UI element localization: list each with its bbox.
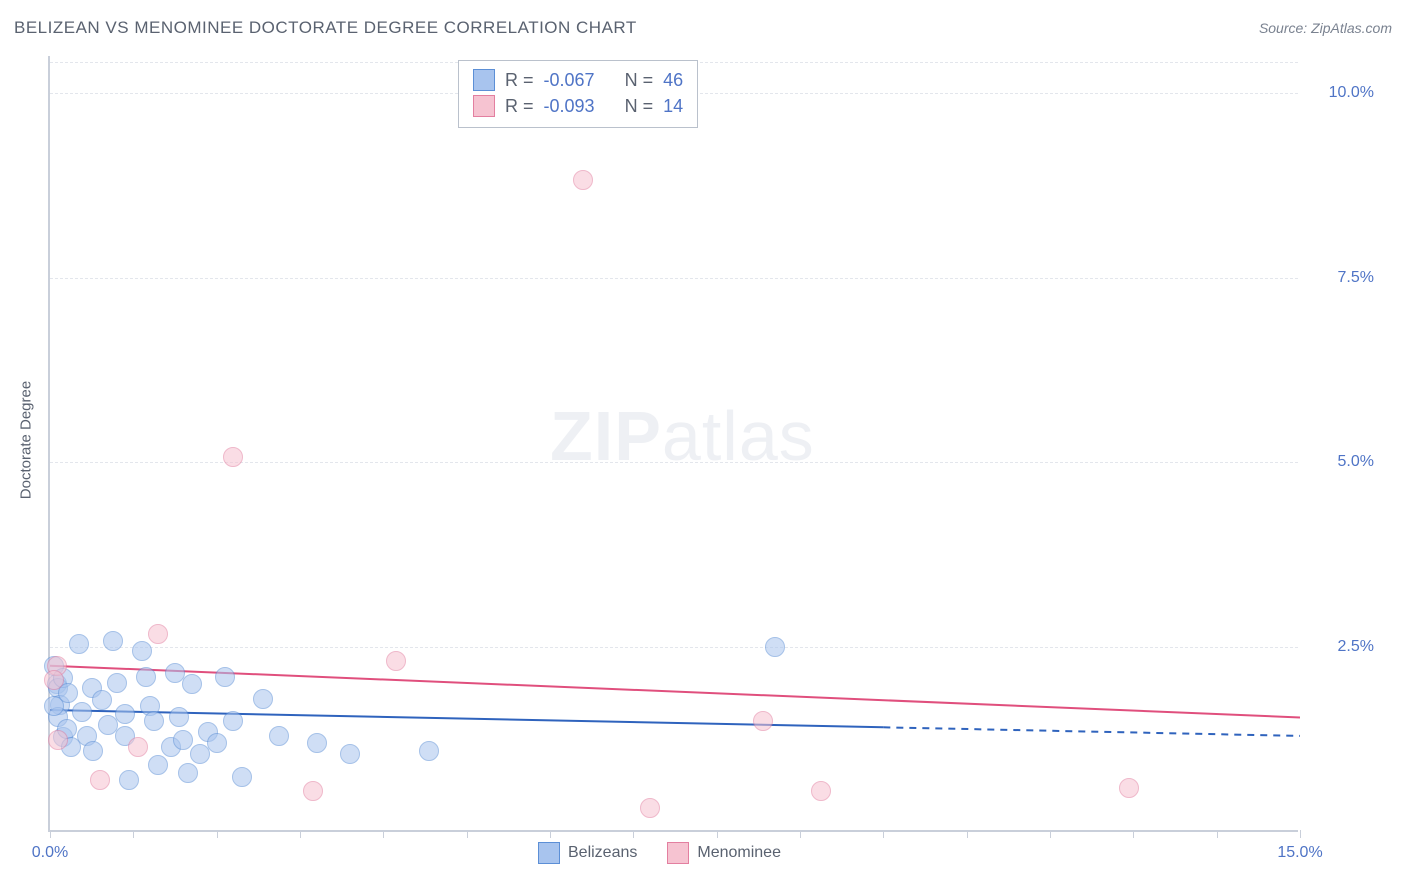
x-tick-label: 0.0% <box>32 844 68 862</box>
data-point <box>640 798 660 818</box>
stat-r-value: -0.067 <box>544 67 595 93</box>
data-point <box>144 711 164 731</box>
data-point <box>223 711 243 731</box>
legend-item: Menominee <box>667 842 781 864</box>
data-point <box>811 781 831 801</box>
x-tick-mark <box>383 830 384 838</box>
data-point <box>386 651 406 671</box>
stat-n-label: N = <box>625 93 654 119</box>
data-point <box>207 733 227 753</box>
data-point <box>253 689 273 709</box>
data-point <box>148 755 168 775</box>
data-point <box>573 170 593 190</box>
y-tick-label: 10.0% <box>1304 84 1374 102</box>
data-point <box>182 674 202 694</box>
x-tick-mark <box>467 830 468 838</box>
x-tick-mark <box>133 830 134 838</box>
source-prefix: Source: <box>1259 20 1311 36</box>
data-point <box>115 704 135 724</box>
data-point <box>83 741 103 761</box>
x-tick-mark <box>1300 830 1301 838</box>
data-point <box>72 702 92 722</box>
data-point <box>269 726 289 746</box>
plot-area: ZIPatlas 2.5%5.0%7.5%10.0%0.0%15.0% <box>48 56 1298 832</box>
stat-r-value: -0.093 <box>544 93 595 119</box>
stat-row: R = -0.067 N = 46 <box>473 67 683 93</box>
correlation-stats-box: R = -0.067 N = 46 R = -0.093 N = 14 <box>458 60 698 128</box>
x-tick-label: 15.0% <box>1277 844 1322 862</box>
data-point <box>223 447 243 467</box>
data-point <box>178 763 198 783</box>
legend-label: Menominee <box>697 844 781 862</box>
data-point <box>119 770 139 790</box>
data-point <box>136 667 156 687</box>
chart-title: BELIZEAN VS MENOMINEE DOCTORATE DEGREE C… <box>14 18 637 38</box>
data-point <box>173 730 193 750</box>
data-point <box>92 690 112 710</box>
stat-r-label: R = <box>505 93 534 119</box>
data-point <box>765 637 785 657</box>
data-point <box>103 631 123 651</box>
x-tick-mark <box>1050 830 1051 838</box>
data-point <box>307 733 327 753</box>
data-point <box>69 634 89 654</box>
series-swatch-icon <box>473 69 495 91</box>
trend-line <box>50 666 1300 718</box>
stat-r-label: R = <box>505 67 534 93</box>
source-attribution: Source: ZipAtlas.com <box>1259 20 1392 36</box>
data-point <box>340 744 360 764</box>
y-axis-label: Doctorate Degree <box>18 381 35 499</box>
series-swatch-icon <box>473 95 495 117</box>
data-point <box>753 711 773 731</box>
legend-swatch-icon <box>667 842 689 864</box>
legend-item: Belizeans <box>538 842 637 864</box>
data-point <box>90 770 110 790</box>
data-point <box>107 673 127 693</box>
x-tick-mark <box>50 830 51 838</box>
trend-line-extrapolated <box>883 727 1300 736</box>
y-tick-label: 5.0% <box>1304 453 1374 471</box>
data-point <box>148 624 168 644</box>
x-tick-mark <box>1133 830 1134 838</box>
data-point <box>232 767 252 787</box>
data-point <box>128 737 148 757</box>
data-point <box>44 670 64 690</box>
x-tick-mark <box>967 830 968 838</box>
y-tick-label: 2.5% <box>1304 638 1374 656</box>
data-point <box>215 667 235 687</box>
source-name: ZipAtlas.com <box>1311 20 1392 36</box>
x-tick-mark <box>1217 830 1218 838</box>
gridline <box>50 278 1298 279</box>
x-tick-mark <box>550 830 551 838</box>
stat-n-label: N = <box>625 67 654 93</box>
data-point <box>1119 778 1139 798</box>
x-tick-mark <box>717 830 718 838</box>
x-tick-mark <box>633 830 634 838</box>
data-point <box>169 707 189 727</box>
chart-container: ZIPatlas 2.5%5.0%7.5%10.0%0.0%15.0% R = … <box>48 56 1298 832</box>
stat-row: R = -0.093 N = 14 <box>473 93 683 119</box>
watermark: ZIPatlas <box>550 396 815 476</box>
data-point <box>419 741 439 761</box>
data-point <box>303 781 323 801</box>
x-tick-mark <box>217 830 218 838</box>
data-point <box>132 641 152 661</box>
x-tick-mark <box>300 830 301 838</box>
gridline <box>50 647 1298 648</box>
legend-label: Belizeans <box>568 844 637 862</box>
y-tick-label: 7.5% <box>1304 269 1374 287</box>
x-tick-mark <box>800 830 801 838</box>
stat-n-value: 14 <box>663 93 683 119</box>
stat-n-value: 46 <box>663 67 683 93</box>
x-tick-mark <box>883 830 884 838</box>
legend: Belizeans Menominee <box>538 842 781 864</box>
data-point <box>48 730 68 750</box>
legend-swatch-icon <box>538 842 560 864</box>
